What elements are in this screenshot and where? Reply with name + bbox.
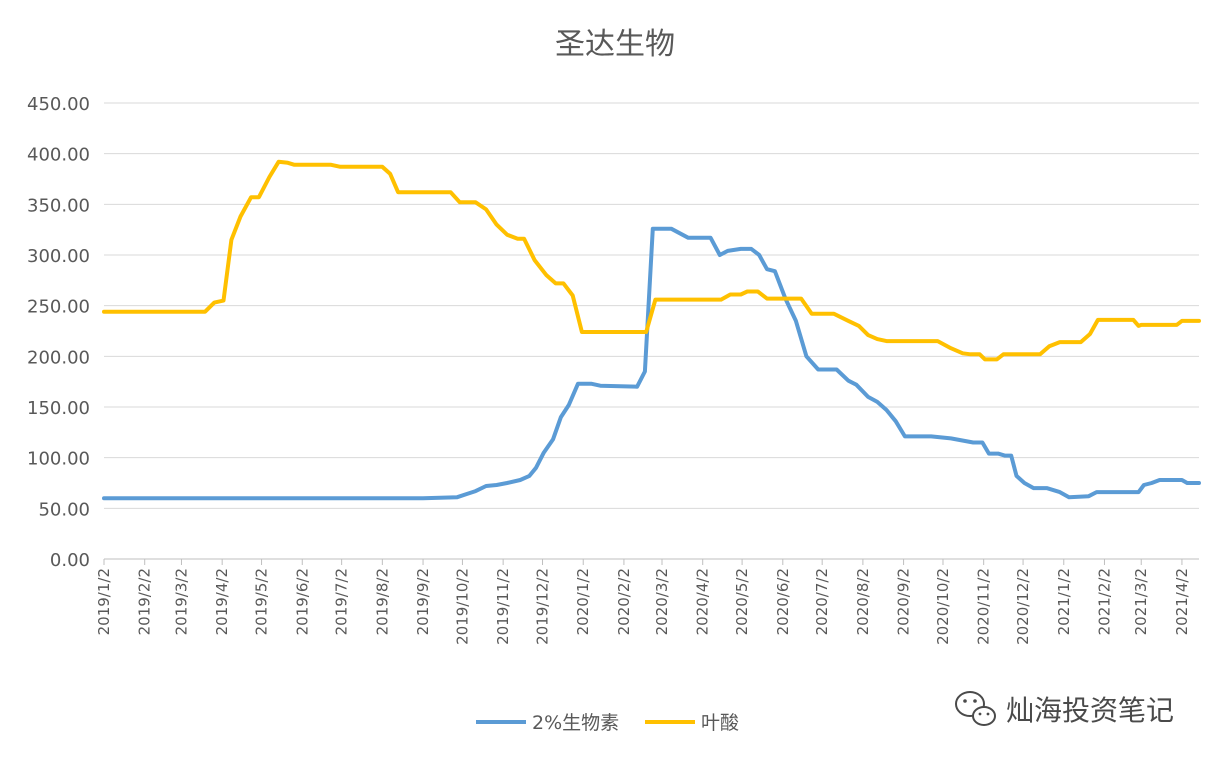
legend-label: 叶酸 [701, 712, 739, 734]
x-tick-label: 2021/4/2 [1173, 568, 1191, 635]
legend: 2%生物素 叶酸 [476, 712, 739, 734]
chart-title: 圣达生物 [555, 27, 675, 62]
x-tick-label: 2019/2/2 [136, 568, 154, 635]
x-tick-label: 2020/4/2 [694, 568, 712, 635]
x-tick-label: 2019/1/2 [95, 568, 113, 635]
x-axis-ticks: 2019/1/2 2019/2/2 2019/3/2 2019/4/2 2019/5/2… [95, 558, 1199, 645]
x-tick-label: 2020/12/2 [1014, 568, 1032, 645]
x-tick-label: 2020/2/2 [615, 568, 633, 635]
y-tick-label: 300.00 [27, 246, 90, 267]
y-tick-label: 250.00 [27, 297, 90, 318]
x-tick-label: 2020/8/2 [854, 568, 872, 635]
series-lines [102, 159, 1201, 501]
series-line-0 [102, 226, 1201, 501]
x-tick-label: 2021/3/2 [1132, 568, 1150, 635]
x-tick-label: 2019/7/2 [333, 568, 351, 635]
wechat-icon [955, 691, 996, 726]
y-tick-label: 350.00 [27, 195, 90, 216]
x-tick-label: 2020/6/2 [774, 568, 792, 635]
legend-label: 2%生物素 [532, 712, 619, 734]
y-tick-label: 200.00 [27, 347, 90, 368]
y-tick-label: 400.00 [27, 145, 90, 166]
x-tick-label: 2021/2/2 [1095, 568, 1113, 635]
series-line-1 [102, 159, 1201, 362]
y-axis-ticks: 0.00 50.00 100.00 150.00 200.00 250.00 300.00 3… [27, 94, 90, 571]
x-tick-label: 2019/3/2 [172, 568, 190, 635]
y-tick-label: 0.00 [50, 550, 90, 571]
x-tick-label: 2019/11/2 [494, 568, 512, 645]
gridlines [104, 102, 1199, 560]
x-tick-label: 2019/9/2 [414, 568, 432, 635]
y-tick-label: 50.00 [38, 499, 90, 520]
x-tick-label: 2019/8/2 [373, 568, 391, 635]
x-tick-label: 2020/10/2 [934, 568, 952, 645]
x-tick-label: 2019/12/2 [534, 568, 552, 645]
y-tick-label: 100.00 [27, 449, 90, 470]
x-tick-label: 2020/11/2 [975, 568, 993, 645]
x-tick-label: 2020/7/2 [813, 568, 831, 635]
y-tick-label: 150.00 [27, 398, 90, 419]
watermark-text: 灿海投资笔记 [1006, 694, 1174, 727]
x-tick-label: 2020/5/2 [733, 568, 751, 635]
x-tick-label: 2019/6/2 [293, 568, 311, 635]
x-tick-label: 2020/1/2 [574, 568, 592, 635]
y-tick-label: 450.00 [27, 94, 90, 115]
x-tick-label: 2019/4/2 [213, 568, 231, 635]
x-tick-label: 2020/3/2 [653, 568, 671, 635]
x-tick-label: 2019/10/2 [453, 568, 471, 645]
x-tick-label: 2019/5/2 [253, 568, 271, 635]
x-tick-label: 2020/9/2 [895, 568, 913, 635]
x-tick-label: 2021/1/2 [1055, 568, 1073, 635]
watermark: 灿海投资笔记 [955, 691, 1174, 727]
